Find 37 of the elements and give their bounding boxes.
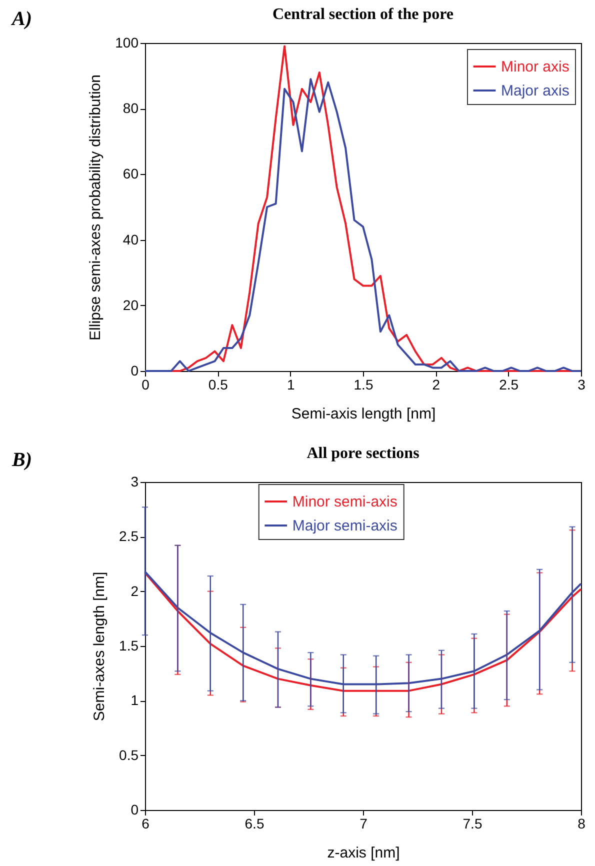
- x-tick-label: 7.5: [462, 816, 482, 832]
- y-axis-title: Semi-axes length [nm]: [91, 572, 108, 722]
- text: B): [12, 449, 32, 472]
- x-tick-label: 1: [286, 376, 295, 392]
- y-tick-label: 100: [115, 34, 139, 50]
- text: A): [12, 8, 32, 31]
- y-tick-label: 20: [122, 296, 139, 313]
- x-tick-label: 2.5: [499, 376, 519, 392]
- y-tick-label: 0.5: [119, 746, 139, 763]
- y-axis-title: Ellipse semi-axes probability distribution: [87, 74, 104, 340]
- y-tick-label: 60: [122, 166, 139, 182]
- x-tick-label: 3: [578, 376, 586, 392]
- x-tick-label: 8: [578, 816, 586, 832]
- x-tick-label: 6.5: [244, 816, 264, 832]
- y-tick-label: 40: [122, 231, 139, 248]
- legend-label: Major axis: [501, 82, 570, 100]
- x-tick-label: 6: [142, 816, 150, 832]
- y-tick-label: 1.5: [119, 638, 139, 654]
- y-tick-label: 2: [130, 582, 139, 599]
- legend-label: Minor semi-axis: [292, 494, 398, 510]
- y-tick-label: 0: [130, 362, 139, 378]
- y-tick-label: 2.5: [119, 528, 139, 544]
- x-tick-label: 1.5: [354, 376, 374, 392]
- x-axis-title: Semi-axis length [nm]: [291, 406, 436, 422]
- x-tick-label: 0.5: [208, 376, 228, 392]
- x-axis-title: z-axis [nm]: [327, 844, 400, 862]
- x-tick-label: 0: [142, 376, 150, 392]
- x-tick-label: 7: [360, 816, 368, 832]
- legend-label: Major semi-axis: [292, 518, 398, 534]
- y-tick-label: 3: [130, 474, 139, 490]
- y-tick-label: 80: [122, 100, 139, 116]
- chart-title: All pore sections: [306, 445, 420, 462]
- x-tick-label: 2: [432, 376, 440, 392]
- chart-title: Central section of the pore: [272, 6, 454, 23]
- legend-label: Minor axis: [501, 58, 570, 76]
- y-tick-label: 1: [130, 692, 139, 708]
- y-tick-label: 0: [130, 802, 139, 818]
